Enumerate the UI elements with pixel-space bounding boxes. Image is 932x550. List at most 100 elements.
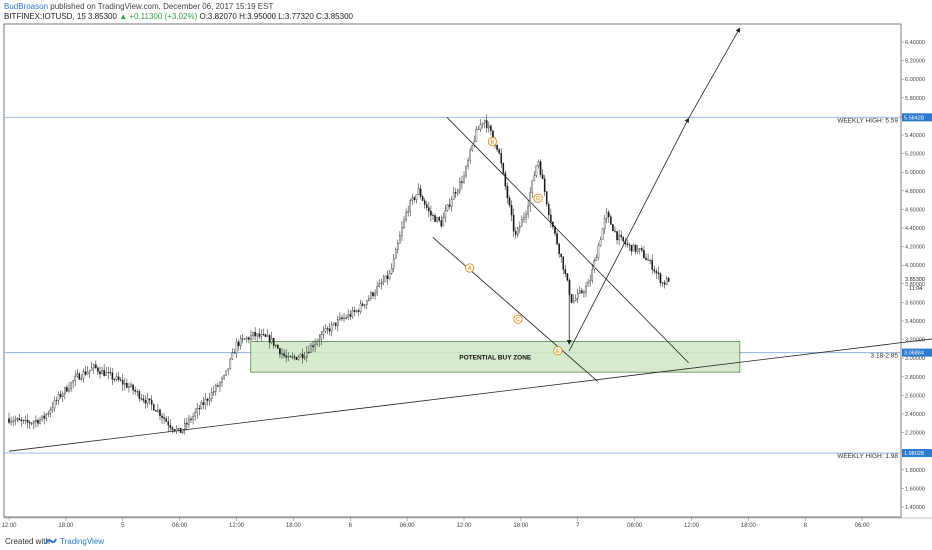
candle-body bbox=[417, 188, 420, 195]
high-value: H:3.95000 bbox=[239, 12, 276, 21]
candle-body bbox=[610, 216, 612, 225]
wave-label-c[interactable]: C bbox=[513, 314, 523, 324]
candle-body bbox=[223, 375, 225, 379]
candle-body bbox=[287, 356, 289, 358]
x-tick-label: 12:00 bbox=[684, 523, 700, 529]
candle-body bbox=[121, 380, 124, 385]
candle-body bbox=[467, 159, 469, 167]
candle-body bbox=[24, 419, 27, 421]
last-price: 3.85300 bbox=[88, 12, 117, 21]
candle-body bbox=[502, 163, 505, 174]
candle-body bbox=[126, 382, 128, 388]
candle-body bbox=[330, 324, 333, 332]
candle-body bbox=[665, 278, 668, 285]
candle-body bbox=[171, 427, 174, 430]
y-tick-label: 2.60000 bbox=[905, 393, 925, 399]
candle-body bbox=[595, 257, 598, 261]
candle-body bbox=[165, 418, 167, 422]
wave-label-d[interactable]: D bbox=[533, 193, 543, 203]
candle-body bbox=[651, 260, 653, 270]
candle-body bbox=[328, 328, 331, 332]
candle-body bbox=[450, 199, 453, 207]
candle-body bbox=[312, 345, 314, 348]
candle-body bbox=[444, 210, 447, 218]
candle-body bbox=[628, 244, 631, 246]
level-badge bbox=[902, 348, 932, 357]
candle-body bbox=[531, 180, 534, 193]
y-tick-label: 4.00000 bbox=[905, 263, 925, 269]
author-link[interactable]: BudBroason bbox=[4, 2, 49, 11]
candle-body bbox=[597, 245, 600, 258]
x-tick-label: 18:00 bbox=[58, 523, 74, 529]
candle-body bbox=[49, 409, 52, 414]
candle-body bbox=[86, 371, 89, 375]
candle-body bbox=[645, 257, 647, 260]
candle-body bbox=[225, 370, 227, 376]
candle-body bbox=[390, 268, 393, 274]
candle-body bbox=[550, 214, 552, 223]
y-tick-label: 3.00000 bbox=[905, 356, 925, 362]
y-tick-label: 5.80000 bbox=[905, 96, 925, 102]
channel-upper-line[interactable] bbox=[446, 117, 689, 364]
candle-body bbox=[22, 420, 25, 422]
wave-label-a[interactable]: A bbox=[465, 263, 475, 273]
candle-body bbox=[663, 282, 666, 285]
candle-body bbox=[657, 272, 660, 274]
candle-body bbox=[401, 227, 403, 236]
candle-body bbox=[111, 372, 114, 380]
candle-body bbox=[620, 234, 622, 238]
publish-info: published on TradingView.com, December 0… bbox=[50, 2, 274, 11]
candle-body bbox=[504, 172, 507, 187]
projection-arrow[interactable] bbox=[568, 117, 690, 351]
candle-body bbox=[136, 391, 139, 393]
candle-body bbox=[45, 414, 48, 419]
candle-body bbox=[109, 372, 112, 374]
symbol-line: BITFINEX:IOTUSD, 15 3.85300 ▲ +0.11300 (… bbox=[4, 12, 353, 21]
y-tick-label: 1.40000 bbox=[905, 505, 925, 511]
candle-body bbox=[525, 213, 527, 218]
candle-body bbox=[250, 335, 252, 340]
candle-body bbox=[392, 258, 395, 269]
current-price-label: 3.85300 bbox=[905, 277, 925, 283]
trendline[interactable] bbox=[8, 338, 932, 452]
candle-body bbox=[589, 280, 591, 283]
candle-body bbox=[357, 310, 360, 312]
wave-label-b[interactable]: B bbox=[487, 136, 498, 147]
candle-body bbox=[554, 226, 556, 234]
candle-body bbox=[115, 376, 118, 380]
candle-body bbox=[93, 364, 95, 369]
candle-body bbox=[667, 278, 670, 282]
projection-arrow[interactable] bbox=[688, 27, 741, 119]
candle-body bbox=[134, 390, 136, 392]
candle-body bbox=[562, 256, 565, 270]
candle-body bbox=[39, 419, 41, 424]
candle-body bbox=[500, 152, 503, 164]
wave-label-e[interactable]: E bbox=[553, 346, 563, 356]
candle-body bbox=[105, 372, 107, 376]
candle-body bbox=[463, 175, 465, 183]
candle-body bbox=[388, 273, 391, 279]
candle-body bbox=[124, 382, 126, 385]
candle-body bbox=[76, 373, 79, 377]
channel-lower-line[interactable] bbox=[432, 236, 598, 382]
buy-zone[interactable] bbox=[250, 341, 741, 373]
candle-body bbox=[510, 205, 513, 216]
candle-body bbox=[428, 207, 430, 212]
candle-body bbox=[490, 125, 492, 131]
candle-body bbox=[366, 300, 368, 305]
x-tick-label: 18:00 bbox=[513, 523, 529, 529]
candle-body bbox=[446, 204, 449, 211]
tradingview-brand-link[interactable]: TradingView bbox=[60, 537, 105, 546]
candle-body bbox=[661, 282, 664, 284]
candle-body bbox=[210, 392, 213, 399]
candle-body bbox=[237, 341, 240, 347]
plot-area[interactable] bbox=[3, 23, 902, 518]
candle-body bbox=[264, 334, 267, 337]
x-tick-label: 06:00 bbox=[172, 523, 188, 529]
price-change: ▲ +0.11300 (+3.02%) bbox=[119, 12, 198, 21]
candle-body bbox=[80, 378, 83, 380]
candle-body bbox=[291, 356, 294, 358]
candle-body bbox=[605, 212, 608, 219]
candle-body bbox=[488, 125, 490, 129]
